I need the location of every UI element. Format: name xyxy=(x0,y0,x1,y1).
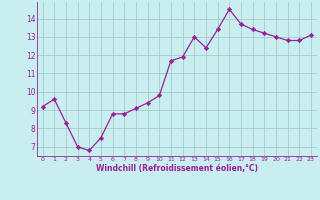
X-axis label: Windchill (Refroidissement éolien,°C): Windchill (Refroidissement éolien,°C) xyxy=(96,164,258,173)
